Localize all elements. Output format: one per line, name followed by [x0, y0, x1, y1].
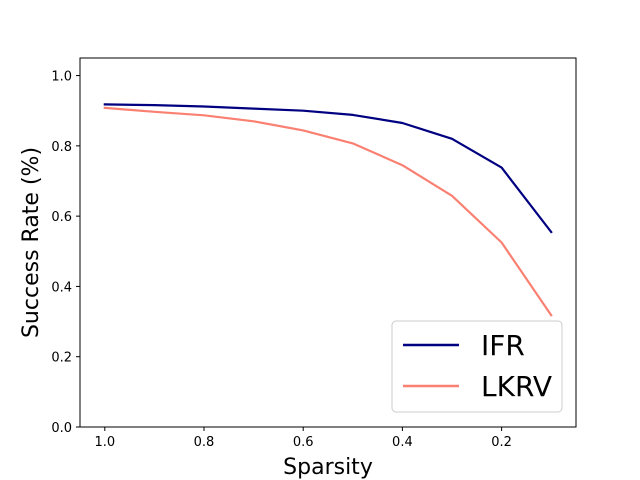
x-tick-label: 0.2 — [491, 435, 512, 450]
legend-label-lkrv: LKRV — [481, 370, 552, 403]
y-tick-label: 0.2 — [51, 351, 72, 366]
legend: IFR LKRV — [391, 320, 563, 413]
x-tick-label: 0.4 — [392, 435, 413, 450]
y-axis-title: Success Rate (%) — [19, 147, 44, 338]
y-tick-label: 0.8 — [51, 140, 72, 155]
x-tick-label: 1.0 — [94, 435, 115, 450]
series-line-lkrv — [103, 106, 553, 317]
series-layer — [103, 103, 553, 317]
plot-frame — [79, 57, 577, 428]
x-axis-title: Sparsity — [283, 455, 373, 480]
y-tick-label: 0.0 — [51, 421, 72, 436]
series-line-ifr — [103, 103, 553, 234]
y-tick-label: 0.6 — [51, 210, 72, 225]
legend-label-ifr: IFR — [481, 329, 525, 362]
x-tick-label: 0.8 — [194, 435, 215, 450]
x-axis-ticks: 1.0 0.8 0.6 0.4 0.2 — [94, 427, 512, 450]
y-tick-label: 0.4 — [51, 280, 72, 295]
y-tick-label: 1.0 — [51, 70, 72, 85]
x-tick-label: 0.6 — [293, 435, 314, 450]
y-axis-ticks: 0.0 0.2 0.4 0.6 0.8 1.0 — [51, 70, 80, 436]
